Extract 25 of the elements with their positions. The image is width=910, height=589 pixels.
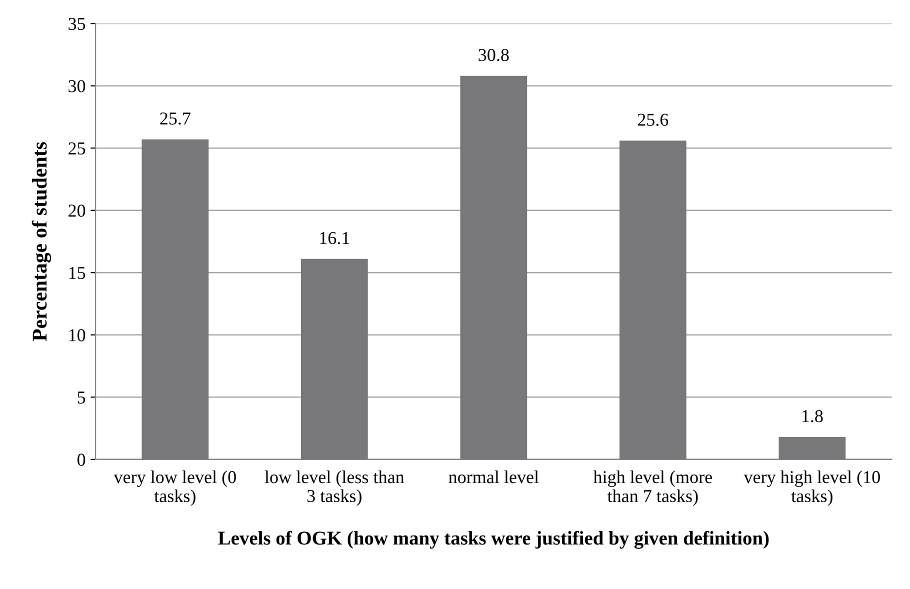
y-tick-label: 30 [68,80,86,92]
y-tick-label: 10 [69,329,86,342]
x-tick-label: normal level [448,470,539,484]
bar [300,258,368,460]
bar [460,76,528,460]
bar [142,139,209,460]
x-axis-title: Levels of OGK (how many tasks were justified by given definition) [218,530,769,549]
data-label: 1.8 [802,410,823,422]
bar [619,140,686,460]
bar [778,437,846,460]
y-tick-label: 15 [69,266,86,280]
y-tick-label: 20 [68,204,86,217]
y-tick-label: 5 [78,392,86,404]
y-tick-label: 35 [68,18,86,30]
data-label: 16.1 [320,232,350,244]
data-label: 30.8 [478,48,509,62]
x-tick-label: low level (less than 3 tasks) [264,470,404,506]
x-tick-label: high level (more than 7 tasks) [593,470,712,506]
y-tick-label: 25 [68,142,86,155]
data-label: 25.7 [160,112,190,125]
x-tick-label: very low level (0 tasks) [114,470,236,506]
y-axis-title: Percentage of students [32,142,52,342]
x-tick-label: very high level (10 tasks) [744,470,880,506]
y-tick-label: 0 [77,454,86,466]
data-label: 25.6 [638,114,668,126]
